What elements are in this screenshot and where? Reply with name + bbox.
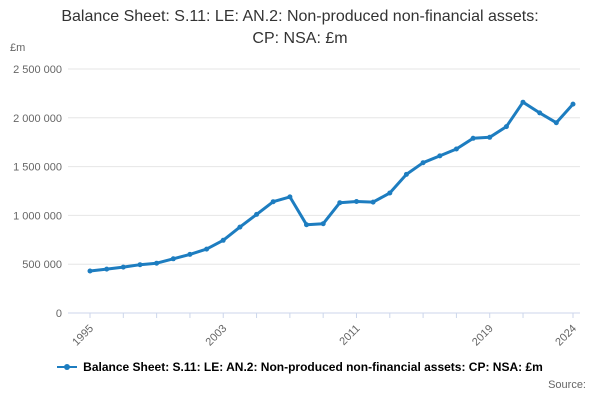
- data-point[interactable]: [104, 266, 110, 272]
- y-axis-tick-label: 0: [56, 308, 62, 320]
- data-point[interactable]: [537, 110, 543, 116]
- x-axis-tick-label: 2024: [553, 323, 579, 349]
- x-axis-tick-label: 2019: [470, 323, 496, 349]
- x-axis-tick-label: 2011: [337, 323, 362, 348]
- data-point[interactable]: [337, 200, 343, 206]
- data-point[interactable]: [370, 199, 376, 205]
- data-point[interactable]: [220, 237, 226, 243]
- x-axis-tick-label: 1995: [70, 323, 96, 349]
- legend-item[interactable]: Balance Sheet: S.11: LE: AN.2: Non-produ…: [0, 360, 600, 374]
- data-point[interactable]: [570, 101, 576, 107]
- data-point[interactable]: [420, 160, 426, 166]
- data-point[interactable]: [254, 211, 260, 217]
- data-point[interactable]: [237, 224, 243, 230]
- data-point[interactable]: [320, 221, 326, 227]
- y-axis-tick-label: 500 000: [22, 259, 62, 271]
- data-line: [88, 100, 575, 273]
- data-point[interactable]: [137, 262, 143, 268]
- data-point[interactable]: [170, 256, 176, 262]
- y-axis-tick-label: 1 000 000: [13, 210, 62, 222]
- y-axis-tick-label: 2 000 000: [13, 113, 62, 125]
- data-point[interactable]: [87, 268, 93, 274]
- data-point[interactable]: [154, 260, 160, 266]
- data-point[interactable]: [437, 153, 443, 159]
- data-point[interactable]: [287, 194, 293, 200]
- legend-label: Balance Sheet: S.11: LE: AN.2: Non-produ…: [83, 360, 543, 374]
- data-point[interactable]: [270, 199, 276, 205]
- data-point[interactable]: [387, 190, 393, 196]
- data-point[interactable]: [187, 251, 193, 257]
- y-axis-tick-label: 2 500 000: [13, 64, 62, 76]
- data-point[interactable]: [553, 120, 559, 126]
- data-point[interactable]: [204, 246, 210, 252]
- y-axis-unit-label: £m: [10, 42, 26, 54]
- source-label: Source:: [548, 379, 586, 391]
- x-axis-tick-label: 2003: [204, 323, 230, 349]
- data-point[interactable]: [304, 222, 309, 228]
- data-point[interactable]: [453, 146, 459, 152]
- y-axis-tick-label: 1 500 000: [13, 162, 62, 174]
- data-point[interactable]: [520, 99, 526, 105]
- data-point[interactable]: [503, 124, 509, 130]
- data-point[interactable]: [470, 135, 476, 141]
- data-point[interactable]: [487, 134, 493, 140]
- data-point[interactable]: [120, 264, 126, 270]
- data-point[interactable]: [403, 171, 409, 177]
- chart-title: Balance Sheet: S.11: LE: AN.2: Non-produ…: [61, 8, 539, 47]
- data-point[interactable]: [354, 199, 359, 204]
- legend-line-marker-icon: [57, 364, 78, 370]
